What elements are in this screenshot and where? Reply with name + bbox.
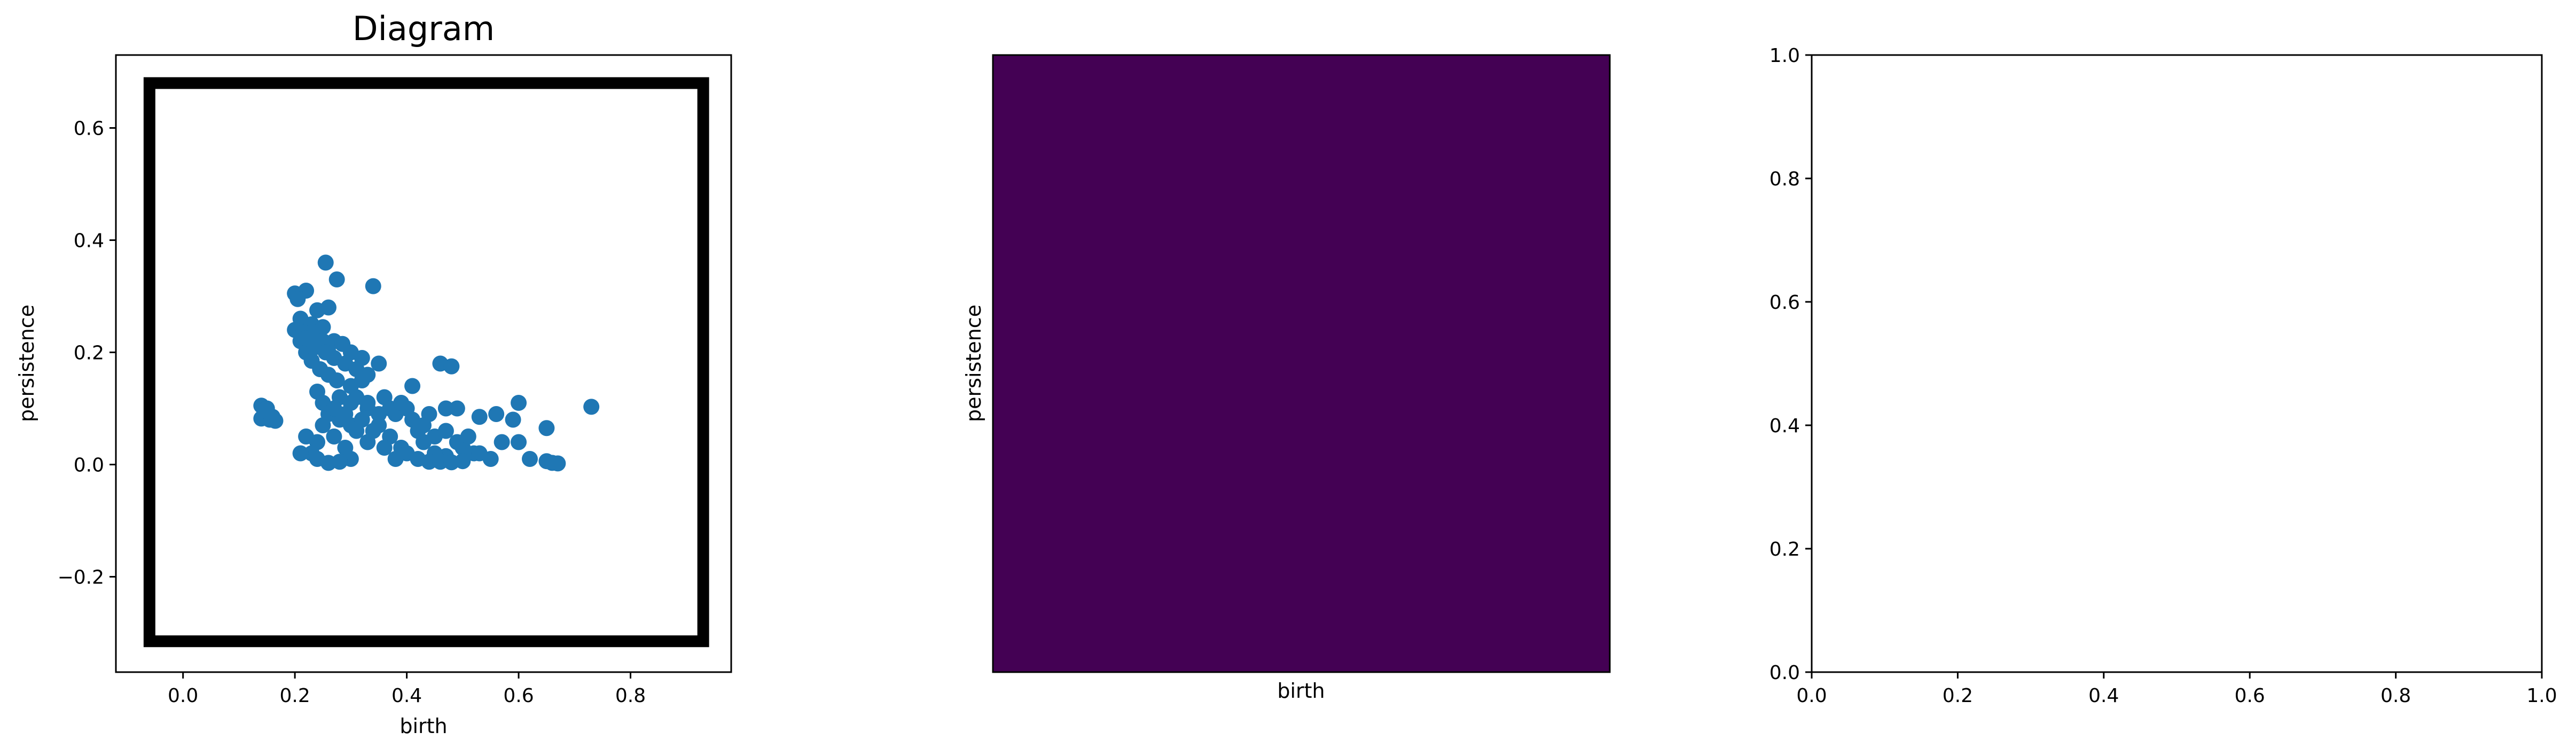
diagram-point — [376, 440, 393, 456]
diagram-x-tick-label: 0.6 — [503, 685, 534, 707]
diagram-point — [393, 395, 410, 411]
diagram-boundary-line — [143, 77, 709, 648]
diagram-y-ticks: −0.2 0.0 0.2 0.4 0.6 — [58, 118, 116, 589]
empty-axes-box — [1811, 54, 2543, 673]
diagram-point — [449, 400, 465, 417]
diagram-points — [253, 254, 600, 472]
diagram-x-tick-label: 0.2 — [279, 685, 310, 707]
empty-axes-y-tick-label: 0.8 — [1769, 168, 1800, 190]
empty-axes-x-tick-label: 1.0 — [2526, 685, 2557, 707]
diagram-point — [359, 395, 376, 411]
diagram-y-tick-label: 0.4 — [74, 230, 104, 252]
empty-axes-y-tick-label: 0.0 — [1769, 662, 1800, 684]
diagram-point — [328, 372, 345, 388]
diagram-point — [317, 254, 334, 271]
empty-axes-x-tick-label: 0.8 — [2381, 685, 2411, 707]
diagram-point — [359, 367, 376, 383]
diagram-point — [455, 453, 471, 470]
diagram-point — [354, 411, 370, 428]
diagram-point — [460, 428, 476, 445]
persistence-image-y-axis-label: persistence — [962, 305, 985, 422]
empty-axes-x-tick-label: 0.6 — [2235, 685, 2265, 707]
empty-axes-x-ticks: 0.0 0.2 0.4 0.6 0.8 1.0 — [1796, 672, 2557, 707]
empty-axes-y-tick-label: 0.2 — [1769, 539, 1800, 560]
diagram-x-ticks: 0.0 0.2 0.4 0.6 0.8 — [168, 672, 646, 707]
diagram-x-tick-label: 0.8 — [615, 685, 646, 707]
empty-axes-y-tick-label: 0.4 — [1769, 415, 1800, 437]
diagram-frame — [143, 77, 709, 648]
empty-axes-x-tick-label: 0.0 — [1796, 685, 1827, 707]
diagram-point — [365, 423, 381, 439]
diagram-point — [416, 417, 432, 433]
diagram-point — [511, 434, 527, 450]
diagram-point — [309, 451, 326, 467]
diagram-point — [505, 411, 521, 428]
diagram-point — [259, 403, 275, 419]
diagram-point — [550, 455, 566, 472]
diagram-point — [371, 355, 387, 372]
diagram-point — [538, 420, 555, 437]
diagram-point — [289, 291, 306, 307]
diagram-y-tick-label: 0.2 — [74, 342, 104, 364]
diagram-point — [365, 278, 381, 294]
diagram-point — [471, 445, 488, 462]
diagram-y-tick-label: 0.6 — [74, 118, 104, 140]
diagram-title: Diagram — [353, 9, 495, 48]
diagram-point — [309, 302, 326, 318]
empty-axes-x-tick-label: 0.2 — [1943, 685, 1973, 707]
diagram-point — [583, 399, 600, 415]
diagram-y-tick-label: 0.0 — [74, 455, 104, 477]
diagram-point — [494, 434, 510, 450]
persistence-image-panel: birth persistence — [962, 54, 1611, 703]
diagram-point — [471, 409, 488, 425]
diagram-x-tick-label: 0.4 — [392, 685, 422, 707]
diagram-point — [437, 400, 454, 417]
diagram-x-tick-label: 0.0 — [168, 685, 198, 707]
diagram-y-tick-label: −0.2 — [58, 567, 104, 589]
diagram-point — [337, 406, 354, 422]
diagram-point — [511, 395, 527, 411]
diagram-point — [292, 445, 309, 462]
diagram-y-axis-label: persistence — [15, 305, 38, 422]
diagram-point — [437, 423, 454, 439]
diagram-point — [421, 454, 437, 470]
diagram-point — [328, 271, 345, 287]
diagram-point — [326, 428, 342, 445]
empty-axes-y-tick-label: 0.6 — [1769, 292, 1800, 314]
empty-axes-x-tick-label: 0.4 — [2088, 685, 2119, 707]
empty-axes-y-tick-label: 1.0 — [1769, 45, 1800, 67]
diagram-point — [298, 428, 315, 445]
diagram-axes-box — [115, 54, 732, 673]
persistence-image-heatmap — [993, 55, 1610, 672]
diagram-point — [521, 451, 538, 467]
persistence-image-axes-box — [992, 54, 1611, 673]
diagram-point — [443, 358, 460, 375]
diagram-x-axis-label: birth — [400, 714, 447, 738]
diagram-panel: Diagram 0.0 0.2 0.4 0.6 0.8 −0.2 0.0 0.2 0.4 0.6… — [15, 9, 732, 738]
diagram-point — [404, 378, 421, 394]
empty-axes-panel: 0.0 0.2 0.4 0.6 0.8 1.0 0.0 0.2 0.4 0.6 0.8 1.0 — [1769, 45, 2557, 707]
diagram-point — [488, 406, 505, 422]
empty-axes-y-ticks: 0.0 0.2 0.4 0.6 0.8 1.0 — [1769, 45, 1812, 684]
persistence-image-x-axis-label: birth — [1277, 679, 1325, 703]
